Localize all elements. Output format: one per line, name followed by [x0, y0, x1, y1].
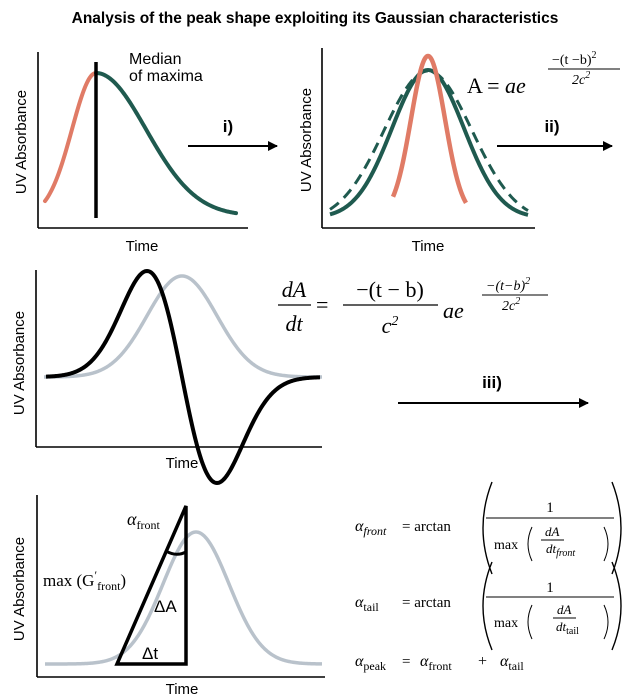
- alpha-front-one: 1: [546, 500, 554, 516]
- alpha-front-inner-lparen: [527, 526, 533, 562]
- gaussian-eq-ae: ae: [505, 73, 526, 98]
- alpha-front-dt: dtfront: [546, 541, 575, 559]
- panel1-x-label: Time: [126, 238, 159, 255]
- step-arrow-2: ii): [497, 117, 613, 151]
- panel4-delta-t: Δt: [142, 644, 158, 663]
- alpha-peak-tail-term: αtail: [500, 653, 524, 673]
- panel1-tail-curve: [94, 71, 238, 216]
- step-arrow-1: i): [188, 117, 278, 151]
- alpha-front-arctan: = arctan: [402, 519, 451, 535]
- alpha-tail-lparen: [482, 561, 493, 651]
- alpha-front-inner-rparen: [603, 526, 609, 562]
- alpha-peak-equals: =: [402, 654, 410, 670]
- panel-2: UV Absorbance Time A = ae −(t −b)2 2c2: [298, 48, 620, 255]
- deriv-eq-ae: ae: [443, 298, 464, 323]
- panel2-y-label: UV Absorbance: [298, 88, 315, 192]
- alpha-peak-equation: αpeak = αfront + αtail: [355, 653, 524, 673]
- slope-triangle: [114, 505, 188, 666]
- panel-1: Median of maxima UV Absorbance Time: [13, 51, 248, 255]
- panel3-derivative-curve: [45, 268, 321, 486]
- alpha-peak-plus: +: [478, 653, 487, 670]
- alpha-tail-dt: dttail: [556, 619, 579, 637]
- panel1-y-label: UV Absorbance: [13, 90, 30, 194]
- panel1-annotation-line1: Median: [129, 51, 181, 68]
- step-3-label: iii): [482, 373, 502, 392]
- panel3-x-label: Time: [166, 455, 199, 472]
- panel2-front-gaussian: [390, 53, 468, 204]
- deriv-eq-exp-den: 2c2: [502, 296, 520, 314]
- deriv-eq-den: c2: [382, 313, 399, 338]
- alpha-tail-inner-lparen: [527, 604, 533, 640]
- alpha-tail-equation: αtail = arctan 1 max dA dttail: [355, 561, 622, 651]
- alpha-front-max: max: [494, 538, 518, 553]
- gaussian-equation: A = ae −(t −b)2 2c2: [467, 50, 620, 98]
- derivative-equation: dA dt = −(t − b) c2 ae −(t−b)2 2c2: [278, 276, 548, 338]
- alpha-front-rparen: [611, 481, 622, 575]
- panel4-x-label: Time: [166, 681, 199, 698]
- deriv-eq-exp-num: −(t−b)2: [486, 276, 530, 294]
- panel3-y-label: UV Absorbance: [11, 311, 28, 415]
- panel4-y-label: UV Absorbance: [11, 537, 28, 641]
- panel4-max-label: max (G′front): [43, 568, 126, 593]
- alpha-tail-dA: dA: [557, 602, 572, 617]
- gaussian-exp-num: −(t −b)2: [552, 50, 597, 68]
- panel4-alpha-front: αfront: [127, 509, 160, 532]
- panel4-delta-A: ΔA: [154, 597, 177, 616]
- alpha-tail-one: 1: [546, 580, 554, 596]
- front-angle-arc: [165, 549, 187, 556]
- step-arrow-3: iii): [398, 373, 589, 408]
- alpha-tail-inner-rparen: [603, 604, 609, 640]
- figure-title: Analysis of the peak shape exploiting it…: [72, 10, 559, 27]
- panel1-front-curve: [43, 71, 98, 204]
- panel4-gaussian-curve: [45, 530, 323, 666]
- gaussian-eq-lhs: A =: [467, 73, 500, 98]
- alpha-tail-arctan: = arctan: [402, 595, 451, 611]
- deriv-eq-dA: dA: [282, 277, 307, 302]
- alpha-peak-front-term: αfront: [420, 653, 452, 673]
- alpha-front-equation: αfront = arctan 1 max dA dtfront: [355, 481, 622, 575]
- panel1-annotation-line2: of maxima: [129, 68, 203, 85]
- deriv-eq-equals: =: [316, 292, 328, 317]
- alpha-front-lparen: [482, 481, 493, 575]
- panel-3: UV Absorbance Time dA dt = −(t − b) c2 a…: [11, 268, 548, 486]
- alpha-tail-rparen: [611, 561, 622, 651]
- deriv-eq-dt: dt: [285, 311, 303, 336]
- step-2-label: ii): [544, 117, 559, 136]
- gaussian-exp-den: 2c2: [572, 70, 590, 88]
- panel2-tail-gaussian: [329, 67, 529, 217]
- step-1-label: i): [223, 117, 233, 136]
- alpha-peak-lhs: αpeak: [355, 653, 386, 673]
- alpha-tail-lhs: αtail: [355, 594, 379, 614]
- alpha-tail-max: max: [494, 616, 518, 631]
- alpha-front-dA: dA: [545, 524, 560, 539]
- deriv-eq-num: −(t − b): [356, 277, 424, 302]
- panel-4: αfront max (G′front) ΔA Δt UV Absorbance…: [11, 495, 325, 698]
- alpha-front-lhs: αfront: [355, 518, 387, 538]
- panel3-gaussian-curve: [43, 274, 323, 379]
- panel2-x-label: Time: [412, 238, 445, 255]
